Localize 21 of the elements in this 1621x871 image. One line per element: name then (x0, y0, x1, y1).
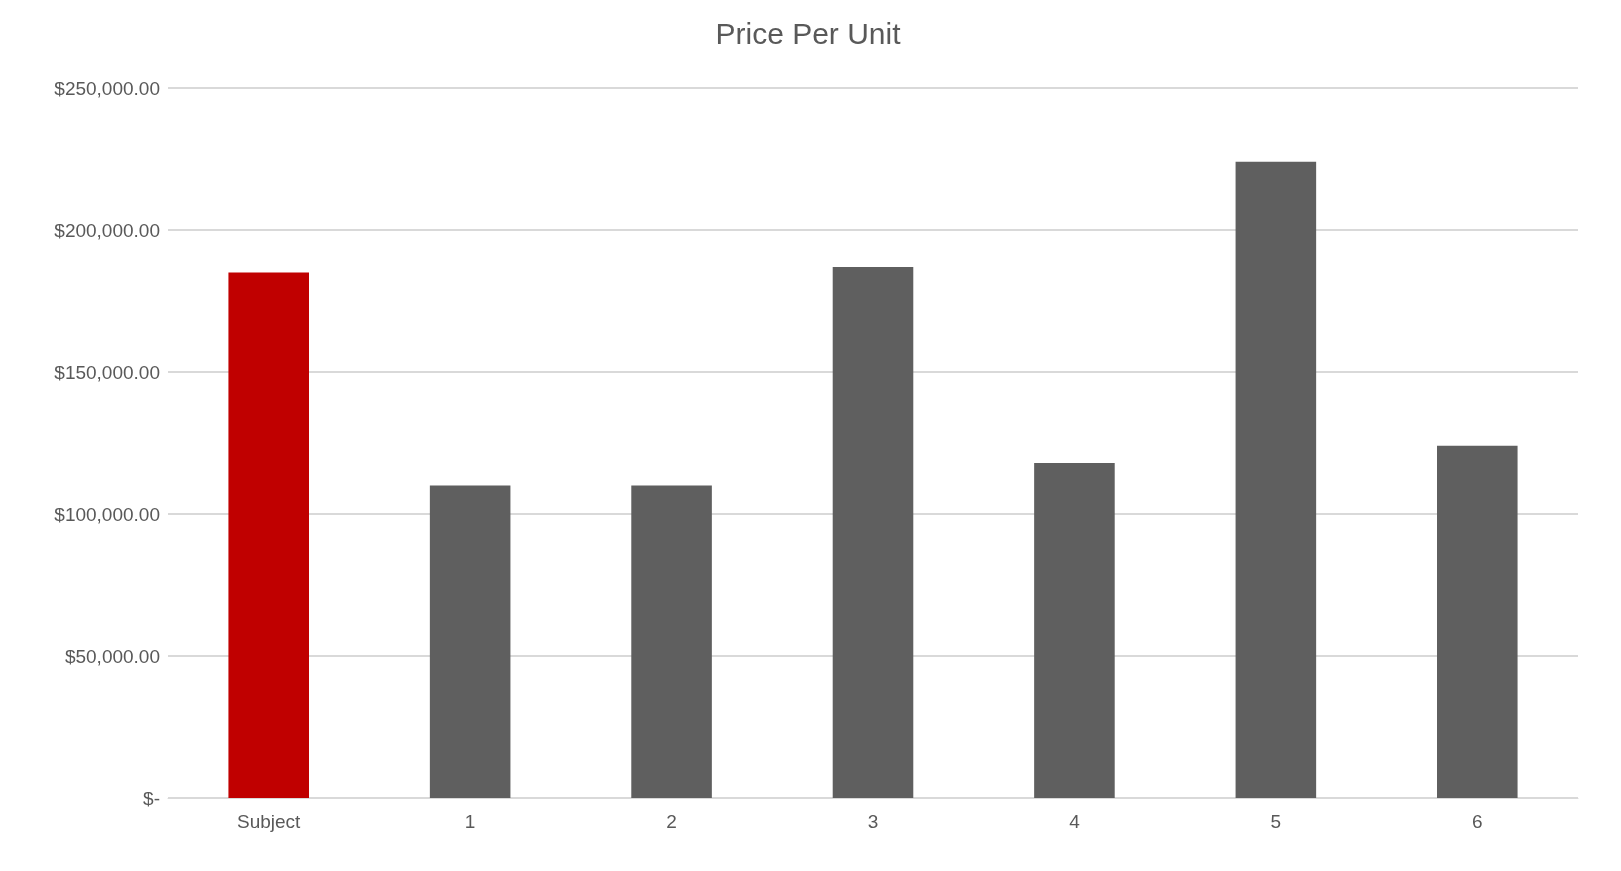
y-tick-label: $150,000.00 (54, 361, 160, 383)
x-tick-label: 3 (867, 811, 879, 832)
bar (1437, 445, 1518, 798)
x-tick-label: 4 (1069, 811, 1081, 832)
x-tick-label: 1 (464, 811, 476, 832)
x-tick-label: Subject (237, 811, 302, 832)
y-tick-label: $- (143, 787, 160, 809)
x-tick-label: 6 (1472, 811, 1483, 832)
bar (429, 485, 511, 798)
y-tick-label: $50,000.00 (64, 645, 160, 667)
x-tick-label: 5 (1270, 811, 1282, 832)
bar (1235, 161, 1317, 798)
bar (228, 272, 309, 798)
y-tick-label: $200,000.00 (54, 219, 160, 241)
chart-title: Price Per Unit (715, 16, 902, 50)
bar (832, 266, 914, 798)
x-tick-label: 2 (666, 811, 677, 832)
y-tick-label: $100,000.00 (54, 503, 160, 525)
bar (631, 485, 712, 798)
y-tick-label: $250,000.00 (54, 77, 160, 99)
bar (1034, 462, 1115, 798)
